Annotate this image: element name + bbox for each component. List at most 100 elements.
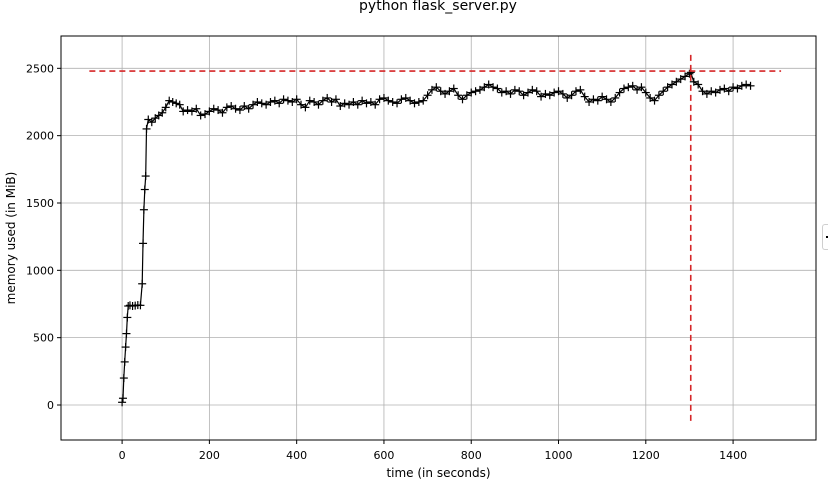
data-point-marker	[121, 343, 130, 352]
data-point-marker	[606, 97, 615, 106]
data-point-marker	[375, 95, 384, 104]
x-tick-label: 400	[286, 449, 307, 462]
data-point-marker	[449, 84, 458, 93]
data-point-marker	[168, 97, 177, 106]
data-point-marker	[611, 93, 620, 102]
data-point-marker	[340, 99, 349, 108]
data-point-marker	[541, 89, 550, 98]
data-point-marker	[523, 88, 532, 97]
data-point-marker	[637, 83, 646, 92]
data-point-marker	[353, 100, 362, 109]
data-point-marker	[628, 81, 637, 90]
data-point-marker	[633, 85, 642, 94]
x-axis-label: time (in seconds)	[386, 466, 490, 480]
data-point-marker	[724, 87, 733, 96]
data-point-marker	[515, 87, 524, 96]
peak-lines	[89, 54, 782, 423]
data-point-marker	[161, 103, 170, 112]
data-point-marker	[715, 85, 724, 94]
data-point-marker	[266, 97, 275, 106]
data-point-marker	[323, 93, 332, 102]
data-point-marker	[218, 108, 227, 117]
data-point-marker	[576, 85, 585, 94]
data-point-marker	[401, 93, 410, 102]
data-point-marker	[497, 88, 506, 97]
data-point-marker	[624, 83, 633, 92]
data-point-marker	[467, 88, 476, 97]
data-point-marker	[297, 100, 306, 109]
data-point-marker	[580, 92, 589, 101]
data-point-marker	[140, 185, 149, 194]
data-point-marker	[698, 87, 707, 96]
data-point-marker	[458, 95, 467, 104]
data-point-marker	[510, 85, 519, 94]
data-point-marker	[489, 83, 498, 92]
x-tick-label: 0	[119, 449, 126, 462]
data-point-marker	[270, 96, 279, 105]
data-point-marker	[519, 91, 528, 100]
data-point-marker	[158, 108, 167, 117]
data-point-marker	[550, 88, 559, 97]
data-point-marker	[366, 97, 375, 106]
data-point-marker	[301, 103, 310, 112]
data-point-marker	[371, 100, 380, 109]
data-point-marker	[147, 118, 156, 127]
data-layer	[118, 68, 755, 407]
data-point-marker	[414, 97, 423, 106]
data-point-marker	[672, 77, 681, 86]
data-point-marker	[349, 97, 358, 106]
data-point-marker	[506, 89, 515, 98]
data-point-marker	[694, 80, 703, 89]
data-point-marker	[235, 106, 244, 115]
x-tick-label: 600	[373, 449, 394, 462]
data-point-marker	[646, 93, 655, 102]
data-point-marker	[201, 110, 210, 119]
data-point-marker	[641, 88, 650, 97]
data-point-marker	[585, 97, 594, 106]
data-point-marker	[397, 95, 406, 104]
data-point-marker	[240, 102, 249, 111]
data-point-marker	[589, 95, 598, 104]
data-point-marker	[681, 72, 690, 81]
data-point-marker	[454, 91, 463, 100]
data-point-marker	[558, 89, 567, 98]
data-point-marker	[563, 93, 572, 102]
data-point-marker	[393, 99, 402, 108]
data-point-marker	[471, 87, 480, 96]
y-tick-label: 2500	[26, 62, 54, 75]
data-point-marker	[327, 97, 336, 106]
data-point-marker	[142, 124, 151, 133]
data-point-marker	[742, 80, 751, 89]
data-point-marker	[436, 87, 445, 96]
data-point-marker	[384, 96, 393, 105]
data-point-marker	[593, 96, 602, 105]
data-point-marker	[118, 394, 127, 403]
data-point-marker	[336, 102, 345, 111]
data-point-marker	[711, 88, 720, 97]
data-point-marker	[689, 77, 698, 86]
data-point-marker	[310, 97, 319, 106]
data-point-marker	[279, 95, 288, 104]
data-point-marker	[419, 96, 428, 105]
data-point-marker	[406, 96, 415, 105]
data-point-marker	[480, 83, 489, 92]
data-point-marker	[187, 107, 196, 116]
data-point-marker	[122, 329, 131, 338]
data-point-marker	[702, 89, 711, 98]
data-point-marker	[462, 91, 471, 100]
data-point-marker	[244, 104, 253, 113]
data-point-marker	[445, 87, 454, 96]
chart-title: python flask_server.py	[359, 0, 517, 14]
data-point-marker	[654, 91, 663, 100]
data-point-marker	[410, 99, 419, 108]
data-point-marker	[314, 100, 323, 109]
data-point-marker	[214, 106, 223, 115]
data-point-marker	[222, 103, 231, 112]
data-point-marker	[362, 99, 371, 108]
data-point-marker	[227, 102, 236, 111]
data-point-marker	[257, 99, 266, 108]
data-point-marker	[737, 81, 746, 90]
data-point-marker	[183, 106, 192, 115]
data-point-marker	[650, 96, 659, 105]
data-point-marker	[305, 96, 314, 105]
